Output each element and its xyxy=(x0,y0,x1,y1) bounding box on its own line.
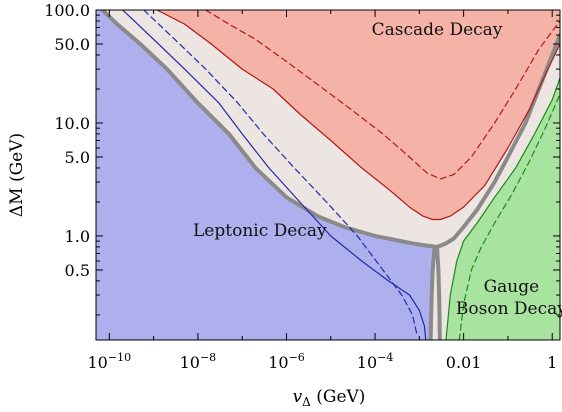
x-tick-label: 10−6 xyxy=(268,351,305,372)
series-line-3 xyxy=(435,244,442,340)
y-tick-label: 1.0 xyxy=(65,227,90,246)
plot-area xyxy=(96,10,560,340)
region-labels: Leptonic Decay Cascade Decay Gauge Boson De… xyxy=(193,20,562,319)
series-line-8 xyxy=(445,77,560,340)
series-line-2 xyxy=(428,244,437,340)
x-axis-title: vΔ (GeV) xyxy=(293,387,366,409)
x-tick-label: 1 xyxy=(547,353,557,372)
region-label: Leptonic Decay xyxy=(193,221,327,241)
x-tick-label: 10−4 xyxy=(357,351,394,372)
y-tick-label: 5.0 xyxy=(65,148,90,167)
x-tick-labels: 10−10 10−8 10−6 10−4 0.01 1 xyxy=(88,351,558,372)
y-tick-label: 100.0 xyxy=(44,1,90,20)
series-line-6 xyxy=(156,10,560,221)
boundary-curves xyxy=(100,10,560,340)
axis-ticks xyxy=(96,9,560,340)
y-tick-label: 0.5 xyxy=(65,261,90,280)
leptonic-region xyxy=(96,10,437,340)
region-label: Gauge Boson Decay xyxy=(456,277,562,319)
x-tick-label: 10−8 xyxy=(180,351,217,372)
y-tick-label: 50.0 xyxy=(54,35,90,54)
region-label: Cascade Decay xyxy=(372,20,503,40)
y-axis-title: ΔM (GeV) xyxy=(7,133,27,217)
y-tick-label: 10.0 xyxy=(54,114,90,133)
y-tick-labels: 100.0 50.0 10.0 5.0 1.0 0.5 xyxy=(44,1,90,280)
x-tick-label: 10−10 xyxy=(88,351,132,372)
series-line-4 xyxy=(122,10,427,340)
series-line-0 xyxy=(100,10,439,249)
series-line-5 xyxy=(143,10,418,337)
series-line-7 xyxy=(205,10,560,180)
x-tick-label: 0.01 xyxy=(446,353,482,372)
plot-frame xyxy=(95,9,561,341)
series-line-9 xyxy=(458,93,560,340)
